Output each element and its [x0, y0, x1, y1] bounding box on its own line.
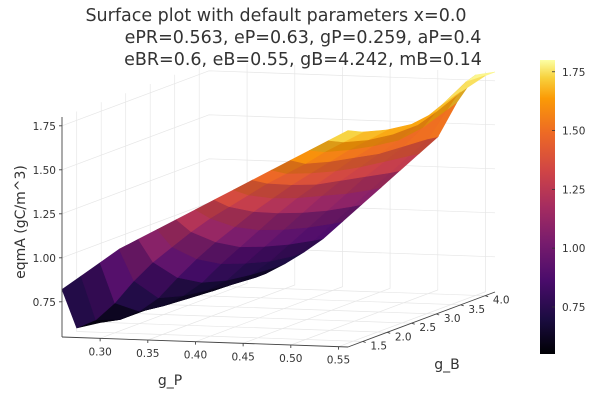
- y-tick-mark: [362, 341, 366, 343]
- surface-patch: [327, 130, 364, 143]
- z-gridline: [61, 114, 496, 171]
- y-tick-label: 1.5: [370, 341, 387, 353]
- surface: [61, 71, 496, 329]
- y-tick-label: 2.0: [395, 331, 412, 343]
- x-gridline: [99, 63, 248, 339]
- z-tick-label: 1.00: [33, 253, 56, 265]
- chart-title: Surface plot with default parameters x=0…: [85, 6, 481, 70]
- colorbar-tick-label: 1.50: [562, 126, 585, 138]
- x-axis-line: [61, 336, 349, 348]
- y-tick-mark: [436, 313, 440, 316]
- colorbar-tick-label: 1.25: [562, 184, 585, 196]
- z-tick-label: 1.75: [33, 121, 56, 133]
- y-tick-label: 3.0: [444, 313, 461, 325]
- z-gridline: [61, 70, 496, 127]
- title-line-2: ePR=0.563, eP=0.63, gP=0.259, aP=0.4: [125, 28, 482, 48]
- x-tick-label: 0.35: [136, 348, 159, 360]
- z-tick-label: 0.75: [33, 297, 56, 309]
- tick-labels: 0.30 0.35 0.40 0.45 0.50 0.55 1.5 2.0 2.5 3.0 3.5 4…: [33, 121, 510, 367]
- y-tick-mark: [485, 295, 489, 298]
- y-axis-line: [347, 291, 496, 348]
- x-tick-label: 0.55: [327, 355, 350, 367]
- colorbar-tick-label: 1.75: [562, 67, 585, 79]
- y-tick-mark: [411, 322, 415, 325]
- title-line-3: eBR=0.6, eB=0.55, gB=4.242, mB=0.14: [124, 50, 482, 70]
- x-gridline: [147, 65, 296, 341]
- y-tick-label: 2.5: [419, 322, 436, 334]
- x-tick-label: 0.30: [88, 346, 111, 358]
- x-tick-label: 0.40: [184, 350, 207, 362]
- colorbar-ticks: 0.75 1.00 1.25 1.50 1.75: [552, 67, 585, 314]
- x-axis-label: g_P: [158, 373, 182, 389]
- title-line-1: Surface plot with default parameters x=0…: [85, 6, 466, 26]
- colorbar: [540, 60, 555, 354]
- colorbar-tick-label: 0.75: [562, 302, 585, 314]
- colorbar-tick-label: 1.00: [562, 243, 585, 255]
- y-gridline: [76, 111, 363, 342]
- y-axis-label: g_B: [434, 357, 460, 373]
- y-tick-mark: [387, 331, 391, 334]
- y-tick-mark: [460, 304, 464, 307]
- x-gridline: [290, 70, 439, 346]
- x-gridline: [338, 71, 486, 348]
- z-tick-label: 1.50: [33, 165, 56, 177]
- x-tick-label: 0.50: [279, 353, 302, 365]
- axes: [61, 117, 496, 348]
- z-tick-label: 1.25: [33, 209, 56, 221]
- x-tick-label: 0.45: [231, 351, 254, 363]
- y-tick-label: 3.5: [468, 304, 485, 316]
- z-axis-label: eqmA (gC/m^3): [13, 165, 29, 279]
- y-tick-label: 4.0: [493, 295, 510, 307]
